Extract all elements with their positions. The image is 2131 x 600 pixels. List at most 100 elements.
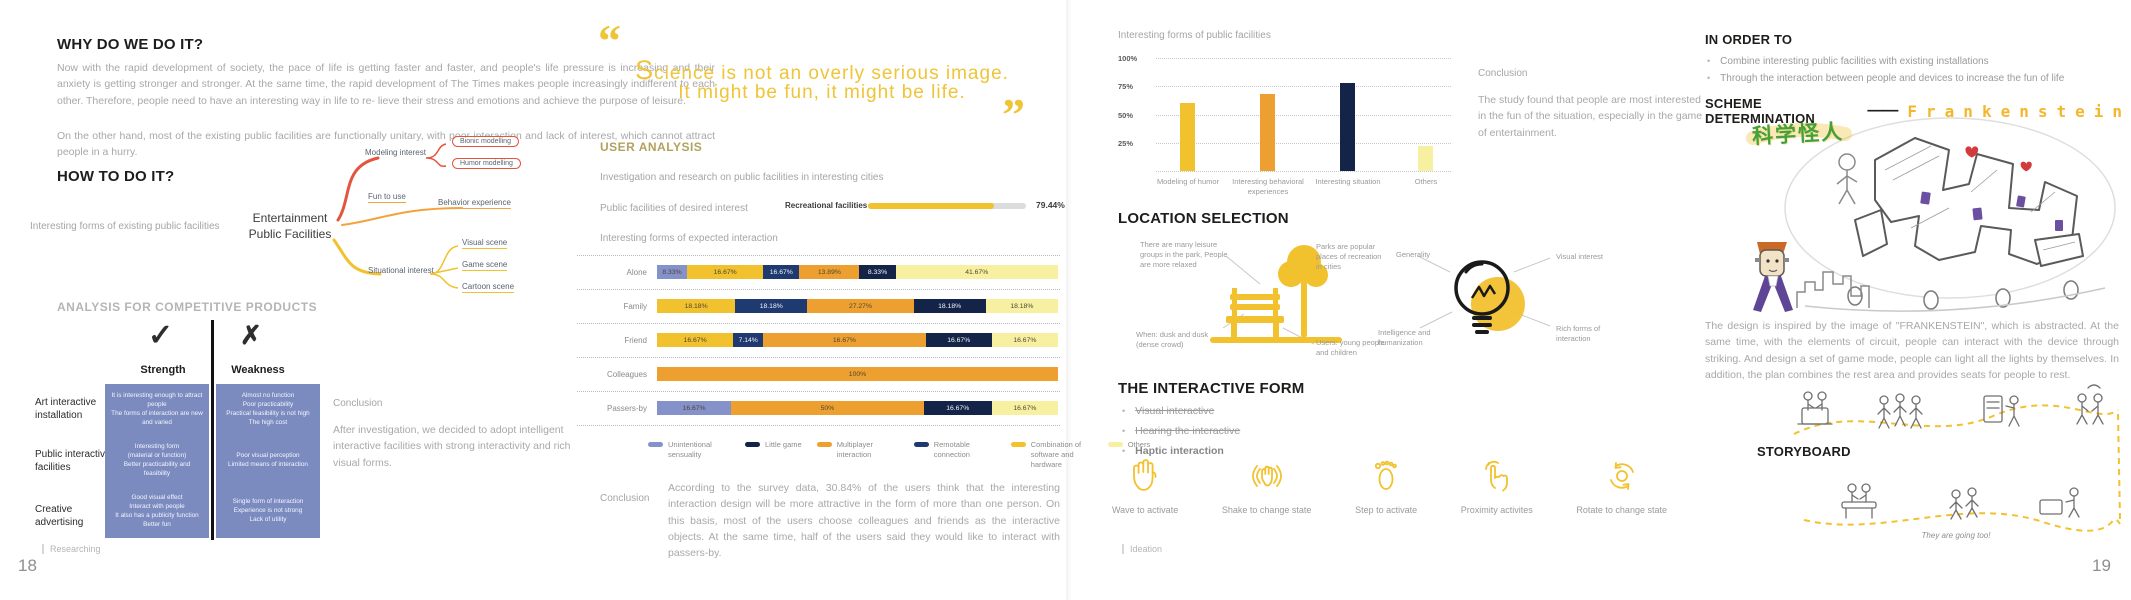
bullet-dot: •	[1707, 73, 1711, 83]
existing-forms-label: Interesting forms of existing public fac…	[30, 221, 220, 232]
stacked-row-label: Family	[623, 302, 647, 311]
legend-marker	[913, 442, 929, 447]
weakness-cell: Single form of interaction Experience is…	[232, 498, 304, 524]
stacked-segment: 7.14%	[733, 333, 764, 347]
scheme-row: SCHEME DETERMINATION —— Frankenstein	[1705, 96, 2131, 126]
stacked-interaction-chart: Alone 8.33% 16.67% 16.67% 13.89% 8.33% 41.67% F…	[577, 255, 1060, 426]
legend-item: Unintentional sensuality	[648, 440, 730, 469]
weakness-cell: Almost no function Poor practicability P…	[226, 392, 310, 427]
quote-line-2: It might be fun, it might be life.	[678, 82, 966, 103]
quote-line-1: Science is not an overly serious image.	[635, 55, 1009, 85]
weakness-cell: Poor visual perception Limited means of …	[228, 452, 308, 468]
stacked-bar: 16.67% 7.14% 16.67% 16.67% 16.67%	[657, 333, 1058, 347]
footer-section-middle: Ideation	[1122, 544, 1162, 554]
rotate-icon	[1576, 458, 1667, 499]
table-divider	[211, 320, 214, 540]
row-label-creative: Creative advertising	[35, 504, 84, 528]
stacked-segment: 16.67%	[657, 401, 732, 415]
interactive-form-item-label: Proximity activites	[1460, 505, 1533, 515]
legend-marker	[648, 442, 663, 447]
stacked-row-label: Friend	[624, 336, 647, 345]
why-paragraph-1: Now with the rapid development of societ…	[57, 62, 715, 107]
stacked-segment: 41.67%	[895, 265, 1058, 279]
survey-conclusion-label: Conclusion	[600, 493, 650, 504]
stacked-segment: 18.18%	[913, 299, 986, 313]
park-label-tr: Parks are popular places of recreation i…	[1316, 242, 1382, 272]
in-order-to-list: • Combine interesting public facilities w…	[1707, 56, 2127, 92]
legend-item: Multiplayer interaction	[816, 440, 899, 469]
mindmap-branch-modeling: Modeling interest	[365, 148, 426, 157]
bulb-label-bl: Intelligence and humanization	[1378, 328, 1431, 348]
bullet-dot: •	[1122, 406, 1126, 416]
wave-hand-icon	[1112, 458, 1178, 499]
bullet-dot: •	[1122, 426, 1126, 436]
stacked-row: Alone 8.33% 16.67% 16.67% 13.89% 8.33% 41.67%	[577, 255, 1060, 289]
mindmap-leaf-humor: Humor modelling	[452, 158, 521, 169]
open-quote-icon: “	[598, 15, 621, 66]
legend-marker	[1107, 442, 1123, 447]
stacked-row-label: Alone	[626, 268, 647, 277]
user-analysis-title: USER ANALYSIS	[600, 140, 703, 154]
stacked-segment: 18.18%	[985, 299, 1058, 313]
scheme-title: SCHEME DETERMINATION	[1705, 96, 1815, 126]
expected-interaction-label: Interesting forms of expected interactio…	[600, 233, 778, 244]
row-label-art: Art interactive installation	[35, 397, 97, 421]
tap-finger-icon	[1461, 458, 1533, 499]
facilities-bar-chart: 100% 75% 50% 25% Modeling of humor Interestin…	[1118, 50, 1463, 205]
legend-label: Unintentional sensuality	[668, 440, 712, 459]
gridline	[1156, 86, 1451, 87]
y-axis-tick: 50%	[1118, 111, 1134, 120]
facility-bar	[1180, 103, 1195, 171]
stacked-segment: 16.67%	[991, 401, 1058, 415]
weakness-header: Weakness	[231, 364, 285, 376]
shake-hands-icon	[1222, 458, 1312, 499]
close-quote-icon: ”	[1002, 89, 1025, 140]
interactive-form-item-label: Shake to change state	[1221, 505, 1312, 515]
mindmap-leaf-bionic: Bionic modelling	[452, 136, 519, 147]
page-number-18: 18	[18, 556, 37, 575]
page-seam	[1066, 0, 1072, 600]
interactive-form-item: Rotate to change state	[1576, 458, 1667, 515]
facility-bar-label: Others	[1414, 177, 1438, 186]
stacked-row-label: Colleagues	[606, 370, 647, 379]
stacked-bar: 100%	[657, 367, 1058, 381]
in-order-to-item: Through the interaction between people a…	[1720, 73, 2065, 84]
interactive-form-bullet-label: Haptic interaction	[1135, 445, 1224, 457]
facility-bar-label: Interesting behavioral experiences	[1232, 177, 1304, 196]
interactive-form-bullet: • Visual interactive	[1122, 405, 1422, 417]
legend-label: Little game	[765, 440, 802, 449]
desired-interest-label: Public facilities of desired interest	[600, 203, 748, 214]
y-axis-tick: 100%	[1118, 54, 1138, 63]
legend-label: Multiplayer interaction	[836, 440, 873, 459]
scheme-dash: ——	[1867, 102, 1898, 119]
mindmap-leaf-game-scene: Game scene	[462, 260, 508, 271]
interactive-form-title: THE INTERACTIVE FORM	[1118, 380, 1305, 397]
stacked-bar: 18.18% 18.18% 27.27% 18.18% 18.18%	[657, 299, 1058, 313]
mindmap-leaf-visual-scene: Visual scene	[462, 238, 508, 249]
storyboard-title: STORYBOARD	[1757, 444, 1851, 459]
interactive-form-bullet: • Hearing the interactive	[1122, 425, 1422, 437]
mindmap-branches-lines	[332, 143, 463, 289]
mid-conclusion-label: Conclusion	[1478, 68, 1528, 79]
in-order-to-item: Combine interesting public facilities wi…	[1720, 56, 1989, 67]
interactive-form-bullet: • Haptic interaction	[1122, 445, 1422, 457]
interactive-form-item-label: Rotate to change state	[1576, 505, 1667, 515]
why-paragraph-2: On the other hand, most of the existing …	[57, 130, 715, 159]
why-title: WHY DO WE DO IT?	[57, 36, 204, 53]
in-order-to-title: IN ORDER TO	[1705, 32, 1793, 47]
bullet-dot: •	[1122, 446, 1126, 456]
interactive-form-bullet-label: Hearing the interactive	[1135, 425, 1241, 437]
mid-conclusion-text: The study found that people are most int…	[1478, 94, 1703, 139]
stacked-bar: 8.33% 16.67% 16.67% 13.89% 8.33% 41.67%	[657, 265, 1058, 279]
mindmap: Entertainment Public Facilities Modeling…	[230, 128, 565, 313]
strength-cell: Interesting form (material or function) …	[123, 443, 191, 477]
strength-header: Strength	[140, 364, 186, 376]
y-axis-tick: 25%	[1118, 139, 1134, 148]
stacked-bar: 16.67% 50% 16.67% 16.67%	[657, 401, 1058, 415]
legend-marker	[1010, 442, 1026, 447]
legend-item: Remotable connection	[913, 440, 996, 469]
legend-item: Combination of software and hardware	[1010, 440, 1093, 469]
footprint-icon	[1355, 458, 1417, 499]
facilities-chart-title: Interesting forms of public facilities	[1118, 30, 1271, 41]
